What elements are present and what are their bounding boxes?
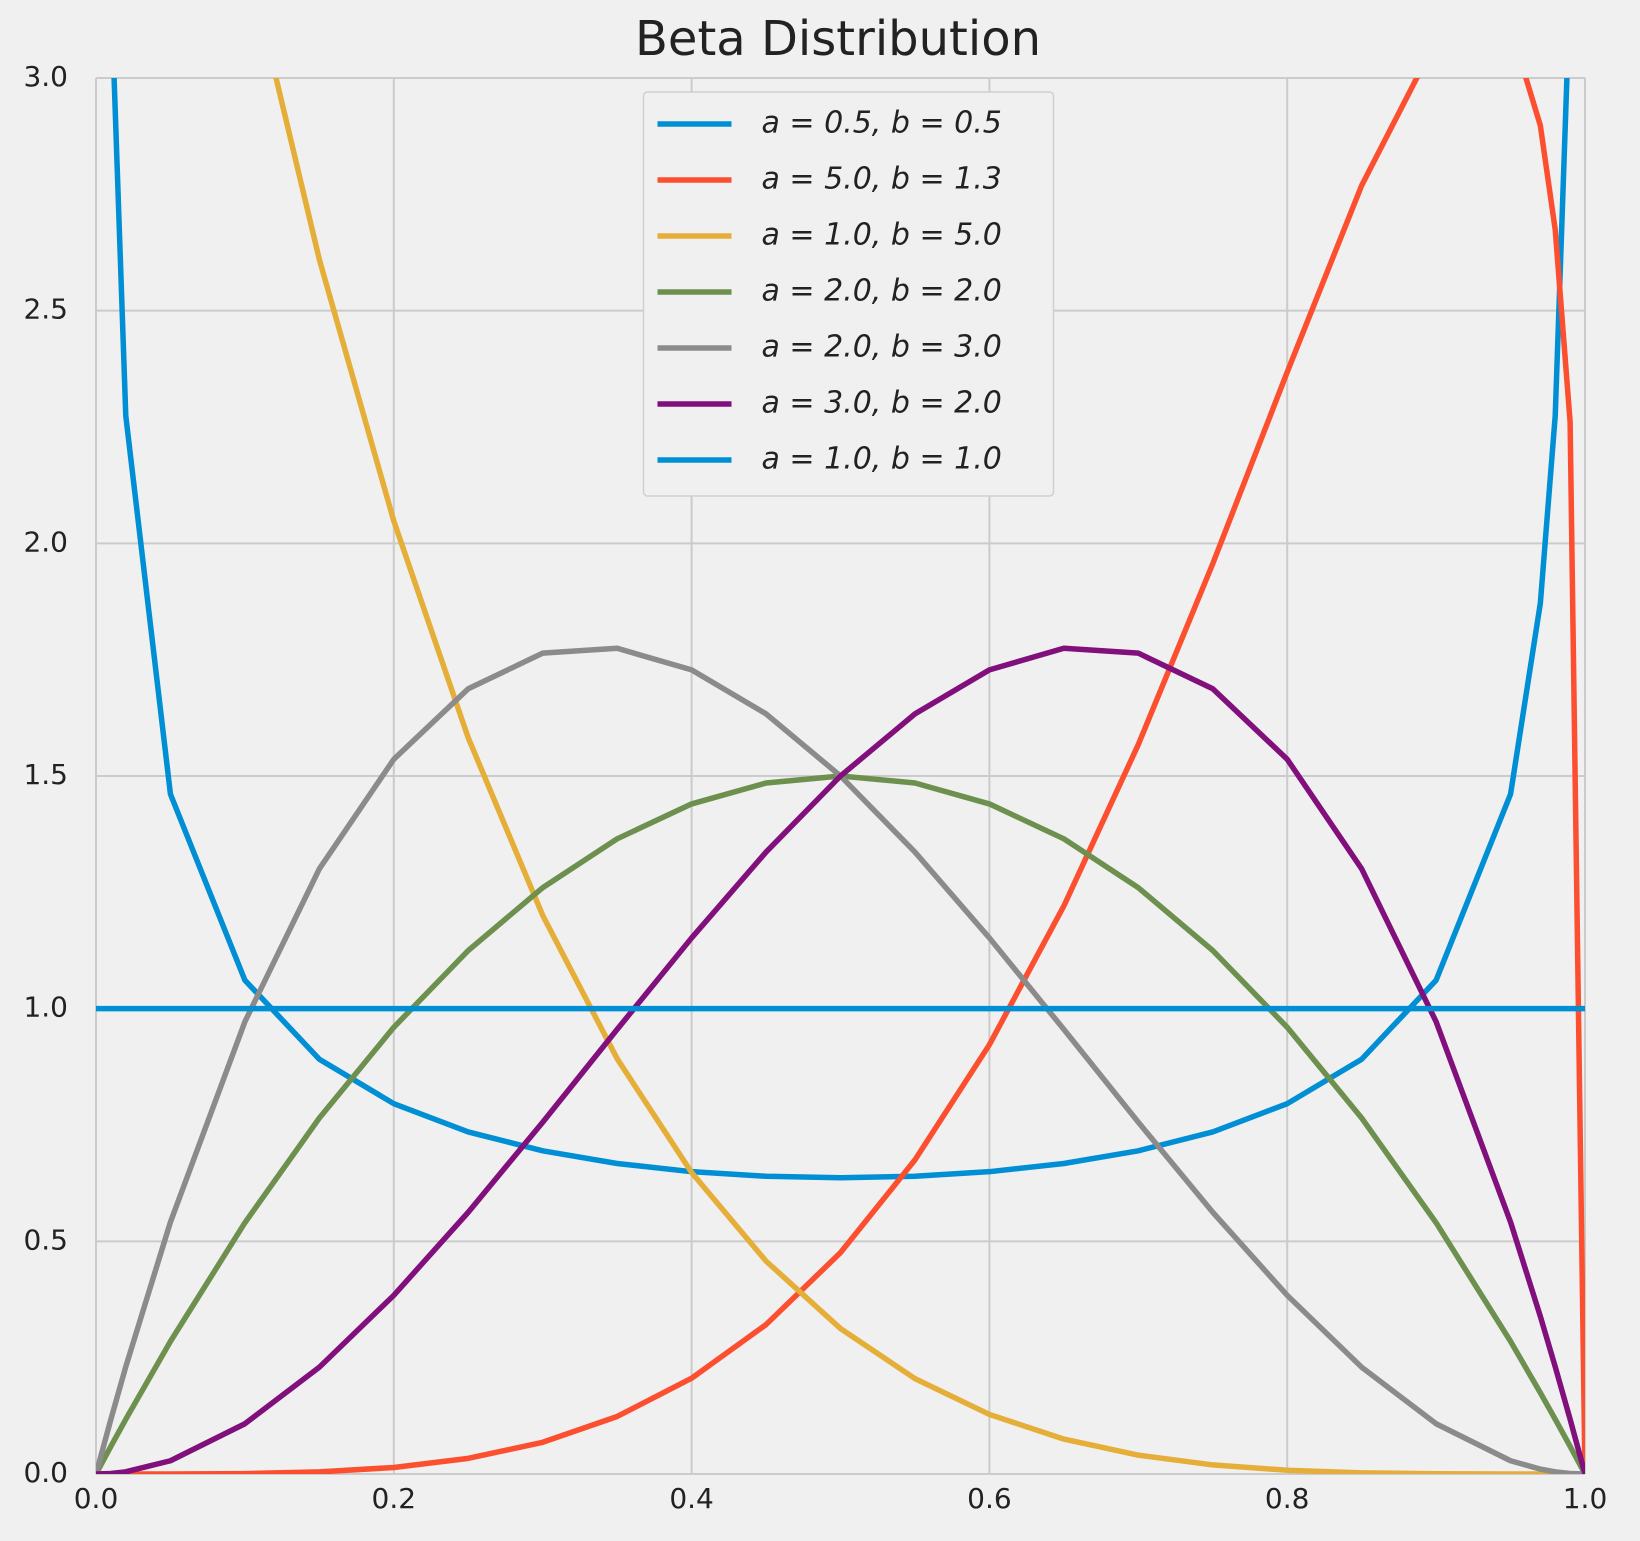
x-tick-label: 0.8: [1265, 1482, 1310, 1515]
plot-area: [96, 78, 1585, 1474]
series-line: [96, 645, 1585, 1474]
y-tick-label: 0.5: [23, 1223, 68, 1256]
legend-label: a = 1.0, b = 5.0: [762, 218, 1002, 253]
series-line: [96, 78, 1585, 1474]
legend-box: [642, 91, 1055, 497]
series-line: [96, 645, 1585, 1474]
series-line: [96, 773, 1585, 1474]
y-tick-label: 3.0: [23, 60, 68, 93]
series-line: [111, 78, 1570, 1181]
y-tick-label: 1.0: [23, 991, 68, 1024]
legend-label: a = 0.5, b = 0.5: [762, 106, 1002, 141]
x-tick-label: 0.2: [372, 1482, 417, 1515]
legend: a = 0.5, b = 0.5 a = 5.0, b = 1.3 a = 1.0,…: [642, 91, 1055, 497]
x-tick-label: 1.0: [1563, 1482, 1608, 1515]
x-tick-label: 0.4: [669, 1482, 714, 1515]
y-tick-label: 0.0: [23, 1456, 68, 1489]
x-tick-label: 0.0: [74, 1482, 119, 1515]
y-tick-label: 2.5: [23, 293, 68, 326]
y-tick-label: 2.0: [23, 525, 68, 558]
legend-label: a = 2.0, b = 3.0: [762, 330, 1002, 365]
legend-label: a = 1.0, b = 1.0: [762, 442, 1002, 477]
x-tick-label: 0.6: [967, 1482, 1012, 1515]
y-tick-label: 1.5: [23, 758, 68, 791]
legend-label: a = 5.0, b = 1.3: [762, 162, 1002, 197]
legend-label: a = 2.0, b = 2.0: [762, 274, 1002, 309]
series-line: [273, 78, 1585, 1474]
legend-label: a = 3.0, b = 2.0: [762, 386, 1002, 421]
chart-title: Beta Distribution: [635, 11, 1041, 67]
